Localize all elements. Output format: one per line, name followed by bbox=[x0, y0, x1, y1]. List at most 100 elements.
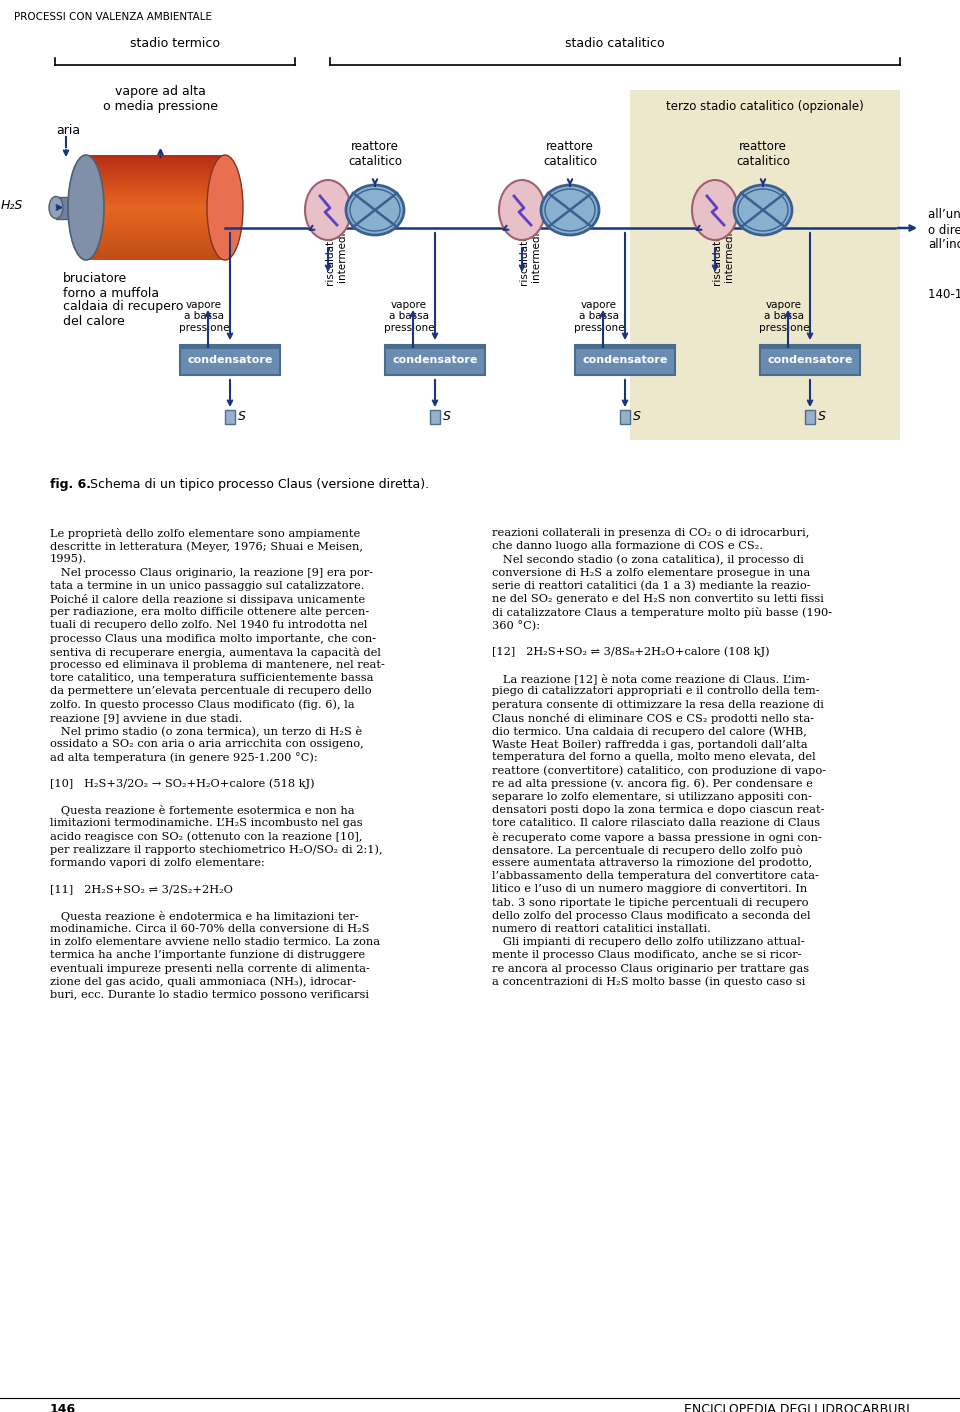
Bar bbox=[385, 345, 485, 376]
Text: riscaldatore
intermedio: riscaldatore intermedio bbox=[712, 223, 733, 285]
Text: mente il processo Claus modificato, anche se si ricor-: mente il processo Claus modificato, anch… bbox=[492, 950, 802, 960]
Ellipse shape bbox=[305, 179, 351, 240]
Text: ad alta temperatura (in genere 925-1.200 °C):: ad alta temperatura (in genere 925-1.200… bbox=[50, 753, 318, 764]
Text: reattore
catalitico: reattore catalitico bbox=[543, 140, 597, 168]
Ellipse shape bbox=[346, 185, 404, 234]
Text: ENCICLOPEDIA DEGLI IDROCARBURI: ENCICLOPEDIA DEGLI IDROCARBURI bbox=[684, 1404, 910, 1412]
Text: condensatore: condensatore bbox=[187, 354, 273, 364]
Text: acido reagisce con SO₂ (ottenuto con la reazione [10],: acido reagisce con SO₂ (ottenuto con la … bbox=[50, 832, 363, 842]
Text: reazioni collaterali in presenza di CO₂ o di idrocarburi,: reazioni collaterali in presenza di CO₂ … bbox=[492, 528, 809, 538]
Text: Gli impianti di recupero dello zolfo utilizzano attual-: Gli impianti di recupero dello zolfo uti… bbox=[492, 938, 804, 947]
Text: re ancora al processo Claus originario per trattare gas: re ancora al processo Claus originario p… bbox=[492, 963, 809, 974]
Text: riscaldatore
intermedio: riscaldatore intermedio bbox=[519, 223, 540, 285]
Text: peratura consente di ottimizzare la resa della reazione di: peratura consente di ottimizzare la resa… bbox=[492, 699, 824, 710]
Text: reattore
catalitico: reattore catalitico bbox=[348, 140, 402, 168]
Text: tore catalitico, una temperatura sufficientemente bassa: tore catalitico, una temperatura suffici… bbox=[50, 674, 373, 683]
Text: Questa reazione è endotermica e ha limitazioni ter-: Questa reazione è endotermica e ha limit… bbox=[50, 911, 359, 922]
Bar bbox=[760, 345, 860, 349]
Text: modinamiche. Circa il 60-70% della conversione di H₂S: modinamiche. Circa il 60-70% della conve… bbox=[50, 923, 370, 933]
Bar bbox=[225, 409, 235, 424]
Text: dello zolfo del processo Claus modificato a seconda del: dello zolfo del processo Claus modificat… bbox=[492, 911, 810, 921]
Ellipse shape bbox=[692, 179, 738, 240]
Text: vapore
a bassa
pressione: vapore a bassa pressione bbox=[574, 299, 624, 333]
Text: [11]   2H₂S+SO₂ ⇌ 3/2S₂+2H₂O: [11] 2H₂S+SO₂ ⇌ 3/2S₂+2H₂O bbox=[50, 884, 233, 894]
Text: La reazione [12] è nota come reazione di Claus. L’im-: La reazione [12] è nota come reazione di… bbox=[492, 674, 809, 683]
Text: che danno luogo alla formazione di COS e CS₂.: che danno luogo alla formazione di COS e… bbox=[492, 541, 763, 551]
Text: eventuali impureze presenti nella corrente di alimenta-: eventuali impureze presenti nella corren… bbox=[50, 963, 370, 974]
Text: reazione [9] avviene in due stadi.: reazione [9] avviene in due stadi. bbox=[50, 713, 242, 723]
Text: per radiazione, era molto difficile ottenere alte percen-: per radiazione, era molto difficile otte… bbox=[50, 607, 370, 617]
Text: ossidato a SO₂ con aria o aria arricchita con ossigeno,: ossidato a SO₂ con aria o aria arricchit… bbox=[50, 740, 364, 750]
Text: S: S bbox=[238, 411, 246, 424]
Bar bbox=[620, 409, 630, 424]
Text: zione del gas acido, quali ammoniaca (NH₃), idrocar-: zione del gas acido, quali ammoniaca (NH… bbox=[50, 977, 356, 987]
Text: serie di reattori catalitici (da 1 a 3) mediante la reazio-: serie di reattori catalitici (da 1 a 3) … bbox=[492, 580, 810, 592]
Text: per realizzare il rapporto stechiometrico H₂O/SO₂ di 2:1),: per realizzare il rapporto stechiometric… bbox=[50, 844, 383, 856]
Text: tuali di recupero dello zolfo. Nel 1940 fu introdotta nel: tuali di recupero dello zolfo. Nel 1940 … bbox=[50, 620, 368, 630]
Text: all’unità TGT
o direttamente
all’inceneritore: all’unità TGT o direttamente all’incener… bbox=[928, 209, 960, 251]
Ellipse shape bbox=[499, 179, 545, 240]
Text: descritte in letteratura (Meyer, 1976; Shuai e Meisen,: descritte in letteratura (Meyer, 1976; S… bbox=[50, 541, 363, 552]
Text: stadio catalitico: stadio catalitico bbox=[565, 37, 665, 49]
Ellipse shape bbox=[207, 155, 243, 260]
Text: re ad alta pressione (v. ancora fig. 6). Per condensare e: re ad alta pressione (v. ancora fig. 6).… bbox=[492, 779, 813, 789]
Text: tab. 3 sono riportate le tipiche percentuali di recupero: tab. 3 sono riportate le tipiche percent… bbox=[492, 898, 808, 908]
Text: Le proprietà dello zolfo elementare sono ampiamente: Le proprietà dello zolfo elementare sono… bbox=[50, 528, 360, 539]
Text: conversione di H₂S a zolfo elementare prosegue in una: conversione di H₂S a zolfo elementare pr… bbox=[492, 568, 810, 578]
Text: Nel primo stadio (o zona termica), un terzo di H₂S è: Nel primo stadio (o zona termica), un te… bbox=[50, 726, 362, 737]
Bar bbox=[385, 345, 485, 349]
Text: densatori posti dopo la zona termica e dopo ciascun reat-: densatori posti dopo la zona termica e d… bbox=[492, 805, 825, 815]
Text: H₂S: H₂S bbox=[1, 199, 23, 212]
Ellipse shape bbox=[734, 185, 792, 234]
Bar bbox=[180, 345, 280, 349]
Bar bbox=[430, 409, 440, 424]
Text: processo ed eliminava il problema di mantenere, nel reat-: processo ed eliminava il problema di man… bbox=[50, 659, 385, 671]
Text: Schema di un tipico processo Claus (versione diretta).: Schema di un tipico processo Claus (vers… bbox=[86, 479, 429, 491]
Text: Waste Heat Boiler) raffredda i gas, portandoli dall’alta: Waste Heat Boiler) raffredda i gas, port… bbox=[492, 740, 807, 750]
Text: reattore
catalitico: reattore catalitico bbox=[736, 140, 790, 168]
Text: Claus nonché di eliminare COS e CS₂ prodotti nello sta-: Claus nonché di eliminare COS e CS₂ prod… bbox=[492, 713, 814, 724]
Text: reattore (convertitore) catalitico, con produzione di vapo-: reattore (convertitore) catalitico, con … bbox=[492, 765, 827, 777]
Text: vapore
a bassa
pressione: vapore a bassa pressione bbox=[384, 299, 434, 333]
Text: aria: aria bbox=[56, 124, 80, 137]
Text: zolfo. In questo processo Claus modificato (fig. 6), la: zolfo. In questo processo Claus modifica… bbox=[50, 699, 354, 710]
Text: condensatore: condensatore bbox=[583, 354, 668, 364]
Bar bbox=[805, 409, 815, 424]
Ellipse shape bbox=[49, 196, 63, 219]
Ellipse shape bbox=[541, 185, 599, 234]
Text: condensatore: condensatore bbox=[767, 354, 852, 364]
Text: ne del SO₂ generato e del H₂S non convertito su letti fissi: ne del SO₂ generato e del H₂S non conver… bbox=[492, 594, 824, 604]
Text: 146: 146 bbox=[50, 1404, 76, 1412]
Text: dio termico. Una caldaia di recupero del calore (WHB,: dio termico. Una caldaia di recupero del… bbox=[492, 726, 806, 737]
Text: S: S bbox=[633, 411, 641, 424]
Text: l’abbassamento della temperatura del convertitore cata-: l’abbassamento della temperatura del con… bbox=[492, 871, 819, 881]
Text: riscaldatore
intermedio: riscaldatore intermedio bbox=[325, 223, 347, 285]
Text: formando vapori di zolfo elementare:: formando vapori di zolfo elementare: bbox=[50, 858, 265, 868]
Text: 360 °C):: 360 °C): bbox=[492, 620, 540, 631]
Text: da permettere un’elevata percentuale di recupero dello: da permettere un’elevata percentuale di … bbox=[50, 686, 372, 696]
Text: tata a termine in un unico passaggio sul catalizzatore.: tata a termine in un unico passaggio sul… bbox=[50, 580, 365, 590]
Text: termica ha anche l’importante funzione di distruggere: termica ha anche l’importante funzione d… bbox=[50, 950, 365, 960]
Text: litico e l’uso di un numero maggiore di convertitori. In: litico e l’uso di un numero maggiore di … bbox=[492, 884, 807, 894]
Text: [10]   H₂S+3/2O₂ → SO₂+H₂O+calore (518 kJ): [10] H₂S+3/2O₂ → SO₂+H₂O+calore (518 kJ) bbox=[50, 779, 315, 789]
Text: vapore
a bassa
pressione: vapore a bassa pressione bbox=[758, 299, 809, 333]
Text: Questa reazione è fortemente esotermica e non ha: Questa reazione è fortemente esotermica … bbox=[50, 805, 354, 816]
Text: S: S bbox=[818, 411, 826, 424]
Text: a concentrazioni di H₂S molto basse (in questo caso si: a concentrazioni di H₂S molto basse (in … bbox=[492, 977, 805, 987]
Text: tore catalitico. Il calore rilasciato dalla reazione di Claus: tore catalitico. Il calore rilasciato da… bbox=[492, 819, 820, 829]
Text: separare lo zolfo elementare, si utilizzano appositi con-: separare lo zolfo elementare, si utilizz… bbox=[492, 792, 812, 802]
Bar bbox=[630, 90, 900, 441]
Text: caldaia di recupero
del calore: caldaia di recupero del calore bbox=[63, 299, 183, 328]
Text: buri, ecc. Durante lo stadio termico possono verificarsi: buri, ecc. Durante lo stadio termico pos… bbox=[50, 990, 369, 1000]
Text: condensatore: condensatore bbox=[393, 354, 478, 364]
Text: numero di reattori catalitici installati.: numero di reattori catalitici installati… bbox=[492, 923, 710, 933]
Text: [12]   2H₂S+SO₂ ⇌ 3/8S₈+2H₂O+calore (108 kJ): [12] 2H₂S+SO₂ ⇌ 3/8S₈+2H₂O+calore (108 k… bbox=[492, 647, 770, 658]
Text: vapore
a bassa
pressione: vapore a bassa pressione bbox=[179, 299, 229, 333]
Text: Nel processo Claus originario, la reazione [9] era por-: Nel processo Claus originario, la reazio… bbox=[50, 568, 373, 578]
Text: limitazioni termodinamiche. L’H₂S incombusto nel gas: limitazioni termodinamiche. L’H₂S incomb… bbox=[50, 819, 363, 829]
Text: bruciatore
forno a muffola: bruciatore forno a muffola bbox=[63, 273, 159, 299]
Text: fig. 6.: fig. 6. bbox=[50, 479, 91, 491]
Text: Poiché il calore della reazione si dissipava unicamente: Poiché il calore della reazione si dissi… bbox=[50, 594, 365, 604]
Text: essere aumentata attraverso la rimozione del prodotto,: essere aumentata attraverso la rimozione… bbox=[492, 858, 812, 868]
Text: 1995).: 1995). bbox=[50, 555, 87, 565]
